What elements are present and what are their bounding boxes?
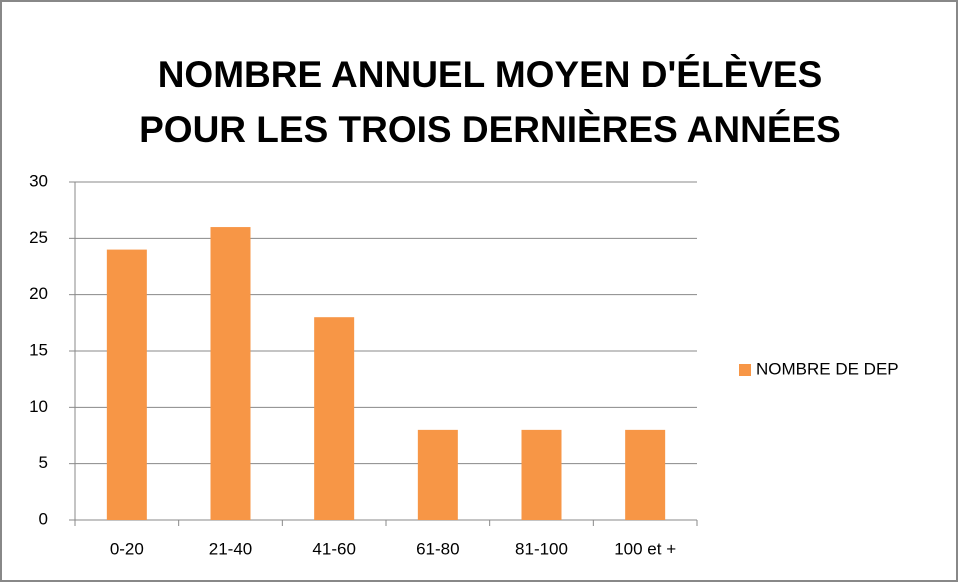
- bar: [210, 227, 251, 521]
- y-tick-label: 25: [29, 228, 48, 247]
- bar: [625, 429, 666, 520]
- bar: [106, 249, 147, 520]
- y-tick-label: 5: [39, 453, 48, 472]
- x-tick-label: 61-80: [416, 539, 459, 558]
- chart-title: POUR LES TROIS DERNIÈRES ANNÉES: [139, 109, 841, 150]
- y-tick-label: 10: [29, 397, 48, 416]
- x-tick-label: 81-100: [515, 539, 568, 558]
- y-tick-label: 30: [29, 171, 48, 190]
- bar: [521, 429, 562, 520]
- x-tick-label: 21-40: [209, 539, 252, 558]
- y-tick-label: 15: [29, 340, 48, 359]
- legend-label: NOMBRE DE DEP: [756, 359, 899, 378]
- chart-title: NOMBRE ANNUEL MOYEN D'ÉLÈVES: [158, 54, 823, 95]
- x-tick-label: 41-60: [312, 539, 355, 558]
- bar: [314, 317, 355, 520]
- bar: [417, 429, 458, 520]
- x-tick-label: 100 et +: [614, 539, 676, 558]
- y-tick-label: 0: [39, 509, 48, 528]
- y-tick-label: 20: [29, 284, 48, 303]
- legend-swatch: [739, 364, 751, 376]
- x-tick-label: 0-20: [110, 539, 144, 558]
